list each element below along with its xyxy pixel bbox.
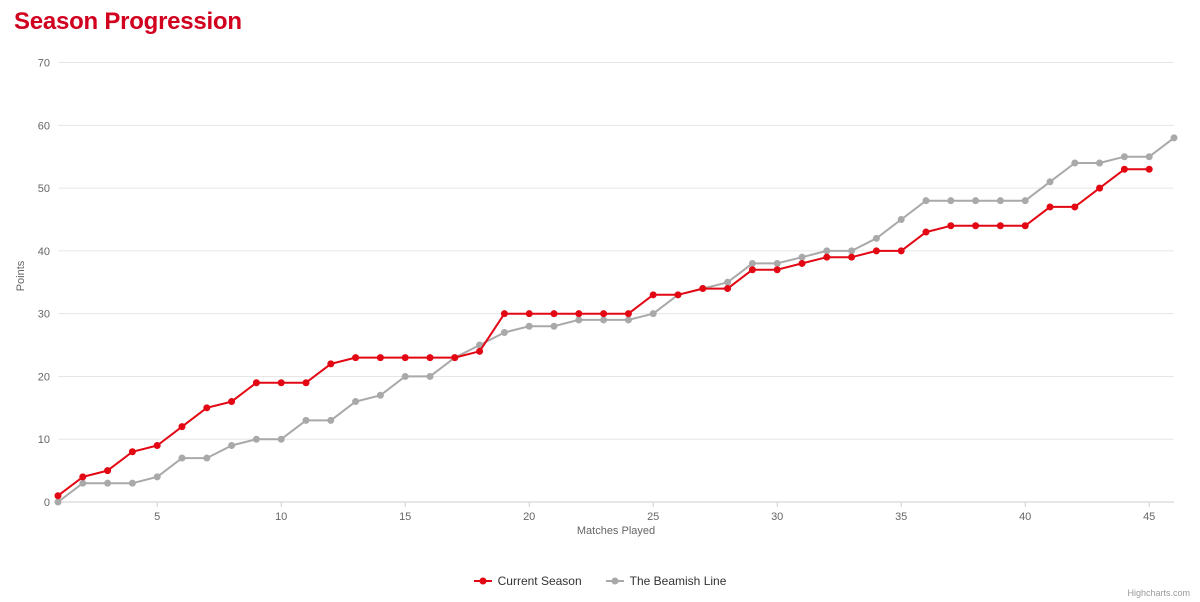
legend-swatch [474,575,492,587]
page-title: Season Progression [14,8,1200,36]
svg-text:40: 40 [38,246,50,258]
svg-text:15: 15 [399,511,411,523]
svg-text:40: 40 [1019,511,1031,523]
svg-text:Matches Played: Matches Played [577,525,655,537]
svg-text:10: 10 [38,434,50,446]
svg-text:20: 20 [38,371,50,383]
legend-swatch [606,575,624,587]
svg-text:20: 20 [523,511,535,523]
svg-text:25: 25 [647,511,659,523]
svg-text:5: 5 [154,511,160,523]
svg-text:Points: Points [15,260,27,291]
chart-credit[interactable]: Highcharts.com [1127,588,1190,598]
chart-container: 0 10 20 30 40 50 60 70 5 10 15 20 25 30 35 40 45 Matches … [10,40,1190,580]
svg-text:30: 30 [38,309,50,321]
svg-text:10: 10 [275,511,287,523]
svg-text:45: 45 [1143,511,1155,523]
svg-text:0: 0 [44,497,50,509]
svg-text:70: 70 [38,58,50,70]
svg-text:30: 30 [771,511,783,523]
season-progression-chart: 0 10 20 30 40 50 60 70 5 10 15 20 25 30 35 40 45 Matches … [10,40,1190,540]
svg-text:60: 60 [38,120,50,132]
svg-text:50: 50 [38,183,50,195]
svg-text:35: 35 [895,511,907,523]
